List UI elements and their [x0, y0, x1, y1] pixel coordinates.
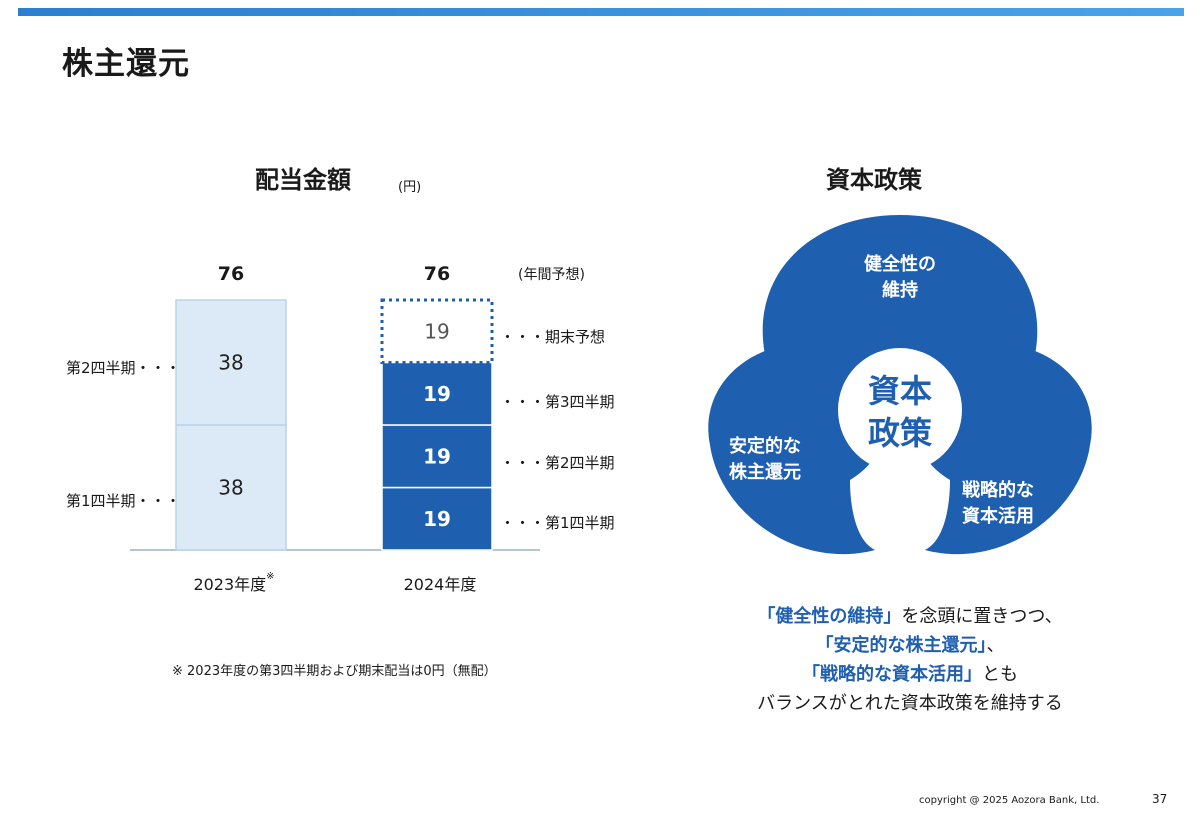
- chart-title: 配当金額: [255, 166, 351, 194]
- petal-label-soundness: 健全性の 維持: [835, 252, 965, 304]
- bar-segment: [381, 361, 493, 426]
- summary-hl-soundness: 「健全性の維持」: [757, 606, 902, 627]
- right-label-final: ・・・期末予想: [500, 328, 606, 346]
- petal-strategic-line2: 資本活用: [962, 506, 1034, 527]
- x-label-fy2023: 2023年度※: [164, 571, 304, 595]
- bar-segment: [380, 298, 494, 364]
- center-line2: 政策: [867, 414, 932, 452]
- bar-segment: [381, 424, 493, 489]
- bar-segment: [175, 424, 287, 551]
- x-label-note-mark: ※: [266, 571, 275, 582]
- bar-value-label: 19: [423, 382, 451, 406]
- total-label-fy2023: 76: [217, 263, 245, 285]
- chart-footnote: ※ 2023年度の第3四半期および期末配当は0円（無配）: [172, 664, 497, 679]
- bar-value-label: 38: [218, 351, 243, 375]
- summary-line-2: 「安定的な株主還元」、: [690, 631, 1130, 660]
- summary-line-4: バランスがとれた資本政策を維持する: [757, 693, 1063, 714]
- petal-label-strategic-use: 戦略的な 資本活用: [933, 478, 1063, 530]
- summary-hl-return: 「安定的な株主還元」: [815, 635, 987, 656]
- right-label-q3: ・・・第3四半期: [500, 393, 615, 411]
- copyright: copyright @ 2025 Aozora Bank, Ltd.: [919, 795, 1100, 806]
- summary-line1-rest: を念頭に置きつつ、: [901, 606, 1063, 627]
- summary-hl-strategic: 「戦略的な資本活用」: [802, 664, 982, 685]
- center-line1: 資本: [867, 372, 932, 410]
- x-label-fy2024: 2024年度: [403, 575, 477, 594]
- bar-value-label: 19: [423, 507, 451, 531]
- petal-label-shareholder-return: 安定的な 株主還元: [700, 434, 830, 486]
- summary-line-3: 「戦略的な資本活用」とも: [690, 660, 1130, 689]
- left-label-q1: 第1四半期・・・: [66, 492, 181, 510]
- right-label-q1: ・・・第1四半期: [500, 514, 615, 532]
- policy-diagram: [708, 215, 1092, 555]
- summary-line3-rest: とも: [982, 664, 1018, 685]
- center-circle: [838, 348, 962, 472]
- right-label-q2: ・・・第2四半期: [500, 454, 615, 472]
- total-label-fy2024: 76: [423, 263, 451, 285]
- petal-soundness-line1: 健全性の: [864, 254, 936, 275]
- left-label-q2: 第2四半期・・・: [66, 359, 181, 377]
- policy-title: 資本政策: [826, 166, 922, 194]
- bar-value-label: 38: [218, 476, 243, 500]
- petal-return-line1: 安定的な: [729, 436, 801, 457]
- header-accent-bar: [18, 8, 1184, 16]
- policy-summary: 「健全性の維持」を念頭に置きつつ、 「安定的な株主還元」、 「戦略的な資本活用」…: [690, 602, 1130, 718]
- petal-strategic-line1: 戦略的な: [962, 480, 1034, 501]
- summary-line2-rest: 、: [986, 635, 1005, 656]
- petal-return-line2: 株主還元: [729, 462, 801, 483]
- center-label: 資本 政策: [840, 370, 960, 454]
- page-number: 37: [1152, 792, 1168, 806]
- page-title: 株主還元: [62, 46, 190, 82]
- bar-value-label: 19: [423, 444, 451, 468]
- x-label-fy2023-text: 2023年度: [193, 575, 267, 594]
- bar-value-label: 19: [424, 319, 449, 343]
- bar-segment: [381, 486, 493, 551]
- bar-segment: [175, 299, 287, 426]
- petal-soundness-line2: 維持: [882, 280, 918, 301]
- chart-unit: (円): [398, 180, 422, 195]
- annual-forecast-label: (年間予想): [518, 267, 585, 283]
- summary-line-1: 「健全性の維持」を念頭に置きつつ、: [690, 602, 1130, 631]
